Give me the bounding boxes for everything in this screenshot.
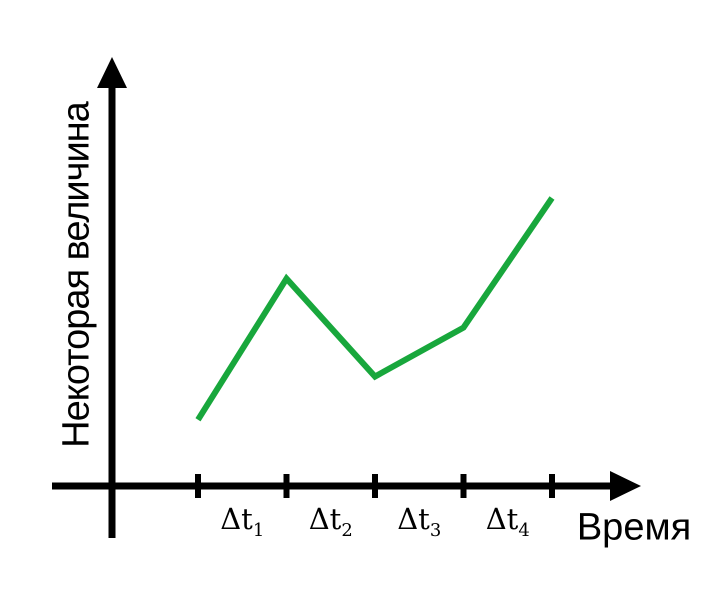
data-line bbox=[195, 196, 555, 422]
x-tick-label-dt1: Δt1 bbox=[220, 502, 264, 539]
x-tick-label-dt4: Δt4 bbox=[485, 502, 530, 539]
x-tick-label-dt2: Δt2 bbox=[308, 502, 353, 539]
x-tick-label-sub: 4 bbox=[518, 519, 530, 541]
x-tick-label-dt3: Δt3 bbox=[397, 502, 441, 539]
x-tick-label-base: Δt bbox=[485, 502, 519, 536]
x-tick-label-sub: 1 bbox=[252, 519, 265, 541]
x-tick-label-sub: 3 bbox=[429, 519, 442, 541]
y-axis-arrowhead-icon bbox=[97, 57, 127, 88]
x-axis-label: Время bbox=[576, 506, 692, 549]
x-tick-label-base: Δt bbox=[397, 502, 430, 536]
x-tick-label-base: Δt bbox=[220, 502, 253, 536]
x-axis-arrowhead-icon bbox=[610, 471, 641, 501]
y-axis-label: Некоторая величина bbox=[55, 102, 98, 448]
x-tick-label-sub: 2 bbox=[341, 519, 353, 541]
x-tick-label-base: Δt bbox=[308, 502, 342, 536]
